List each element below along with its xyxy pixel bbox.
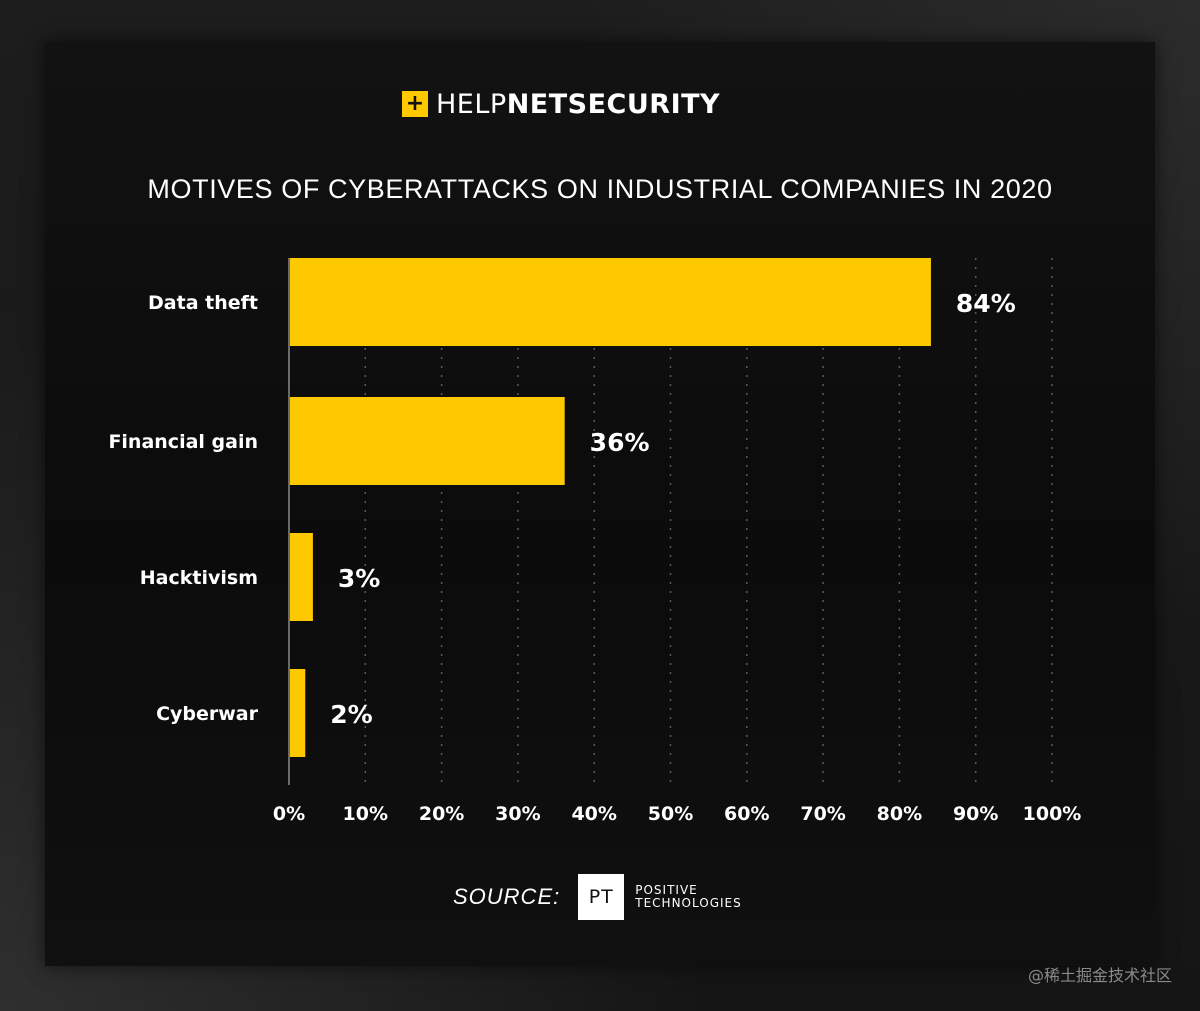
positive-technologies-logo: PT: [578, 874, 625, 920]
x-tick-label: 50%: [648, 803, 693, 825]
logo-text-security: SECURITY: [567, 88, 721, 120]
x-tick-label: 40%: [571, 803, 616, 825]
x-tick-label: 100%: [1023, 803, 1082, 825]
x-tick-label: 20%: [419, 803, 464, 825]
x-tick-label: 90%: [953, 803, 998, 825]
chart-title: MOTIVES OF CYBERATTACKS ON INDUSTRIAL CO…: [147, 174, 1053, 204]
x-tick-label: 80%: [877, 803, 922, 825]
value-label: 2%: [330, 700, 372, 729]
x-tick-label: 30%: [495, 803, 540, 825]
bar: [290, 397, 565, 485]
bar: [290, 258, 931, 346]
value-label: 84%: [956, 289, 1016, 318]
chart-card: [45, 42, 1155, 966]
value-label: 36%: [590, 428, 650, 457]
source-credit: SOURCE: PT POSITIVE TECHNOLOGIES: [453, 872, 742, 922]
watermark: @稀土掘金技术社区: [1027, 966, 1172, 985]
source-label: SOURCE:: [453, 884, 561, 909]
logo-plus-icon: +: [402, 91, 428, 117]
category-label: Cyberwar: [156, 703, 259, 725]
source-name-line1: POSITIVE: [635, 883, 698, 897]
logo-text: HELPNETSECURITY: [436, 89, 720, 120]
category-label: Data theft: [148, 292, 258, 314]
x-tick-label: 60%: [724, 803, 769, 825]
x-tick-label: 70%: [800, 803, 845, 825]
positive-technologies-name: POSITIVE TECHNOLOGIES: [635, 884, 741, 910]
logo-text-help: HELP: [436, 88, 507, 120]
bar: [290, 669, 306, 757]
x-tick-label: 0%: [273, 803, 305, 825]
value-label: 3%: [338, 564, 380, 593]
category-label: Hacktivism: [140, 567, 258, 589]
logo-text-net: NET: [506, 88, 568, 120]
helpnetsecurity-logo: + HELPNETSECURITY: [402, 87, 720, 121]
category-label: Financial gain: [108, 431, 258, 453]
source-name-line2: TECHNOLOGIES: [635, 896, 742, 910]
x-tick-label: 10%: [343, 803, 388, 825]
bar: [290, 533, 313, 621]
